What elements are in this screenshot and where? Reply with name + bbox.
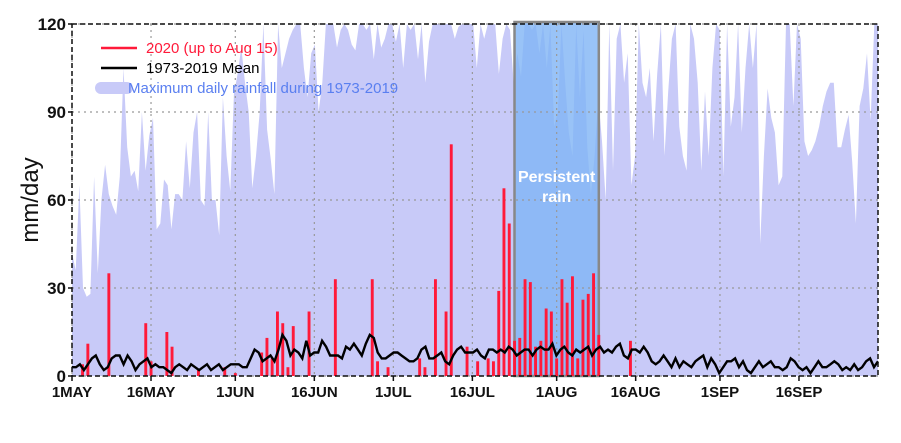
rain-bar: [286, 367, 290, 376]
mean-line: [72, 332, 879, 376]
rain-bar: [581, 299, 585, 376]
x-axis-ticks: 1MAY 16MAY 1JUN 16JUN 1JUL 16JUL 1AUG 16AUG 1SEP…: [52, 376, 822, 401]
rain-bar: [376, 361, 379, 376]
rain-bar: [539, 340, 543, 376]
rain-bar: [170, 346, 174, 376]
rain-bar: [507, 223, 511, 376]
x-tick-label: 1JUL: [375, 384, 412, 401]
y-axis-ticks: 0 30 60 90 120: [38, 15, 72, 386]
rain-bar: [165, 332, 169, 376]
rain-bar: [107, 273, 111, 376]
rain-bar: [492, 361, 495, 376]
rain-bar: [233, 373, 237, 376]
annotation-persistent: Persistent: [518, 169, 596, 186]
rain-bar: [502, 188, 506, 376]
y-tick-label: 30: [47, 279, 66, 298]
rain-bar: [513, 340, 516, 376]
x-tick-label: 16SEP: [776, 384, 823, 401]
rain-bar: [386, 367, 390, 376]
x-tick-label: 1JUN: [216, 384, 254, 401]
rain-bar: [576, 358, 580, 376]
y-tick-label: 0: [57, 367, 66, 386]
rain-bar: [629, 340, 632, 376]
rain-bar: [307, 311, 311, 376]
rain-bar: [465, 346, 469, 376]
rain-bar: [565, 302, 569, 376]
x-tick-label: 1MAY: [52, 384, 92, 401]
rain-bar: [497, 290, 501, 376]
rain-bar: [444, 311, 448, 376]
rain-bar: [434, 279, 437, 376]
x-tick-label: 16JUN: [291, 384, 338, 401]
rain-bar: [544, 308, 548, 376]
x-tick-label: 1SEP: [701, 384, 739, 401]
rain-bar: [560, 279, 564, 376]
y-axis-label: mm/day: [17, 157, 44, 242]
rain-bar: [449, 144, 453, 376]
rain-bar: [571, 276, 574, 376]
rain-bar: [333, 279, 337, 376]
rain-bar: [260, 352, 264, 376]
rain-bar: [555, 358, 559, 376]
rain-bar: [528, 282, 532, 376]
rain-bar: [418, 358, 422, 376]
rain-bar: [523, 279, 527, 376]
legend: 2020 (up to Aug 15) 1973-2019 Mean Maxim…: [95, 40, 398, 97]
rain-bar: [86, 343, 90, 376]
legend-label-mean: 1973-2019 Mean: [146, 60, 259, 77]
x-tick-label: 1AUG: [536, 384, 578, 401]
rain-bar: [518, 337, 522, 376]
y-tick-label: 60: [47, 191, 66, 210]
rain-bar: [370, 279, 374, 376]
rain-bar: [476, 361, 480, 376]
rain-bar: [534, 346, 537, 376]
x-tick-label: 16MAY: [127, 384, 176, 401]
x-tick-label: 16AUG: [611, 384, 661, 401]
rain-bar: [197, 370, 200, 376]
rain-bar: [486, 358, 490, 376]
rain-bar: [223, 367, 227, 376]
rain-bar: [592, 273, 595, 376]
y-tick-label: 90: [47, 103, 66, 122]
rain-bar: [281, 323, 285, 376]
legend-label-2020: 2020 (up to Aug 15): [146, 40, 278, 57]
rain-bar: [270, 358, 274, 376]
y-tick-label: 120: [38, 15, 66, 34]
x-tick-label: 16JUL: [450, 384, 495, 401]
plot-area: Persistent rain: [71, 20, 879, 378]
annotation-rain: rain: [542, 189, 571, 206]
rain-bar: [144, 323, 148, 376]
rain-bar: [586, 293, 590, 376]
rain-bar: [597, 334, 601, 376]
rain-bar: [276, 311, 279, 376]
legend-label-max: Maximum daily rainfall during 1973-2019: [128, 80, 398, 97]
rain-bar: [423, 367, 427, 376]
